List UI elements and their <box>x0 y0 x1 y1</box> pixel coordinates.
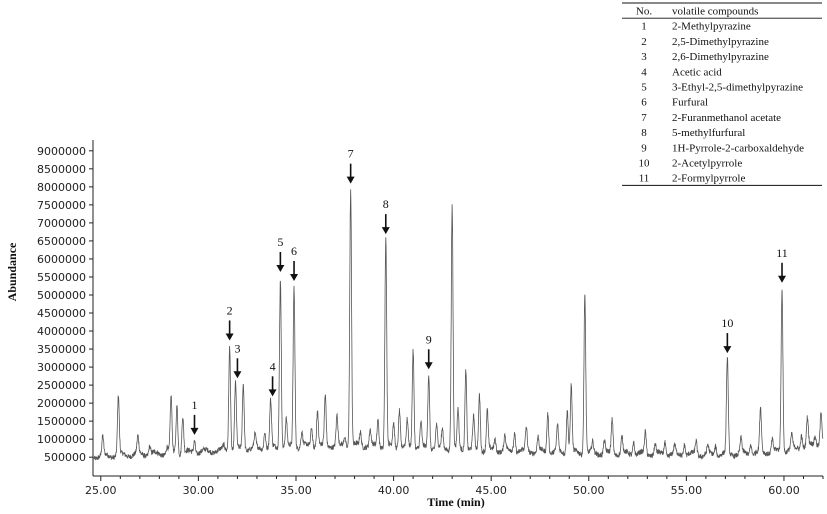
y-tick-label: 5000000 <box>37 289 86 302</box>
legend-row-no: 5 <box>641 82 647 94</box>
peak-number-label: 8 <box>383 197 389 211</box>
legend-row-compound: 2-Methylpyrazine <box>672 21 751 33</box>
peak-annotation-7: 7 <box>346 147 355 184</box>
y-tick-label: 6000000 <box>37 253 86 266</box>
axes-layer: 500000 1000000 1500000 2000000 2500000 300000… <box>37 140 824 497</box>
peak-annotation-3: 3 <box>233 341 242 379</box>
chromatogram-trace <box>93 189 824 461</box>
legend-header-no: No. <box>636 6 652 18</box>
peak-annotation-6: 6 <box>290 244 299 281</box>
annotation-arrow-head <box>346 176 355 184</box>
y-tick-label: 8500000 <box>37 163 86 176</box>
x-tick-label: 45.00 <box>475 484 507 497</box>
y-tick-label: 5500000 <box>37 271 86 284</box>
annotation-arrow-head <box>381 227 390 235</box>
peak-annotation-8: 8 <box>381 197 390 235</box>
legend-row-compound: 3-Ethyl-2,5-dimethylpyrazine <box>672 82 803 94</box>
legend-row-no: 1 <box>641 21 647 33</box>
legend-row-no: 11 <box>639 173 650 185</box>
x-tick-label: 55.00 <box>671 484 703 497</box>
y-tick-label: 3500000 <box>37 343 86 356</box>
x-tick-label: 30.00 <box>183 484 215 497</box>
peak-annotation-5: 5 <box>276 235 285 272</box>
legend-row-no: 7 <box>641 112 647 124</box>
peak-annotation-10: 10 <box>721 316 733 354</box>
x-tick-label: 40.00 <box>378 484 410 497</box>
peak-annotation-11: 11 <box>776 246 788 283</box>
y-tick-label: 6500000 <box>37 235 86 248</box>
annotation-arrow-head <box>233 371 242 379</box>
legend-row-compound: Acetic acid <box>672 66 722 78</box>
peak-annotations: 1 2 3 4 56 7 8 9 10 11 <box>190 147 788 435</box>
annotation-arrow-head <box>268 389 277 397</box>
annotation-arrow-head <box>778 275 787 283</box>
annotation-arrow-head <box>276 264 285 272</box>
y-tick-label: 1500000 <box>37 415 86 428</box>
peak-number-label: 4 <box>270 359 276 373</box>
y-tick-label: 4000000 <box>37 325 86 338</box>
annotation-arrow-head <box>424 362 433 370</box>
annotation-arrow-head <box>190 427 199 435</box>
legend-row-compound: 5-methylfurfural <box>672 127 745 139</box>
peak-number-label: 2 <box>227 303 233 317</box>
y-tick-label: 1000000 <box>37 433 86 446</box>
legend-row-no: 10 <box>639 158 651 170</box>
legend-row-no: 2 <box>641 36 647 48</box>
legend-row-compound: 2-Furanmethanol acetate <box>672 112 781 124</box>
y-tick-label: 8000000 <box>37 181 86 194</box>
peak-number-label: 6 <box>291 244 297 258</box>
y-tick-label: 3000000 <box>37 361 86 374</box>
peak-number-label: 9 <box>426 332 432 346</box>
y-tick-label: 500000 <box>44 451 86 464</box>
peak-number-label: 7 <box>348 147 354 161</box>
x-tick-label: 60.00 <box>768 484 800 497</box>
y-tick-label: 7000000 <box>37 217 86 230</box>
peak-number-label: 11 <box>776 246 788 260</box>
x-tick-label: 35.00 <box>280 484 312 497</box>
legend-row-no: 8 <box>641 127 647 139</box>
peak-number-label: 3 <box>234 341 240 355</box>
y-tick-label: 2500000 <box>37 379 86 392</box>
legend-row-no: 3 <box>641 51 647 63</box>
annotation-arrow-head <box>723 346 732 354</box>
legend-row-no: 9 <box>641 142 647 154</box>
y-tick-label: 2000000 <box>37 397 86 410</box>
peak-number-label: 5 <box>277 235 283 249</box>
peak-annotation-9: 9 <box>424 332 433 370</box>
peak-annotation-4: 4 <box>268 359 277 397</box>
legend-row-compound: 1H-Pyrrole-2-carboxaldehyde <box>672 142 804 154</box>
legend-row-compound: 2-Formylpyrrole <box>672 173 745 185</box>
x-tick-label: 25.00 <box>85 484 117 497</box>
legend-row-no: 4 <box>641 66 647 78</box>
legend-header-compounds: volatile compounds <box>672 6 758 18</box>
x-tick-label: 50.00 <box>573 484 605 497</box>
annotation-arrow-head <box>225 333 234 341</box>
peak-annotation-1: 1 <box>190 398 199 435</box>
y-tick-label: 7500000 <box>37 199 86 212</box>
legend-row-no: 6 <box>641 97 647 109</box>
x-axis-title: Time (min) <box>427 495 484 509</box>
legend-row-compound: 2,5-Dimethylpyrazine <box>672 36 769 48</box>
annotation-arrow-head <box>290 273 299 281</box>
y-tick-label: 4500000 <box>37 307 86 320</box>
legend-row-compound: Furfural <box>672 97 708 109</box>
y-tick-label: 9000000 <box>37 145 86 158</box>
peak-number-label: 10 <box>721 316 733 330</box>
legend-row-compound: 2,6-Dimethylpyrazine <box>672 51 769 63</box>
compound-legend-table: No. volatile compounds 1 2-Methylpyrazine 2 2… <box>622 2 822 186</box>
legend-row-compound: 2-Acetylpyrrole <box>672 158 742 170</box>
y-axis-title: Abundance <box>5 242 19 301</box>
peak-number-label: 1 <box>191 398 197 412</box>
peak-annotation-2: 2 <box>225 303 234 341</box>
